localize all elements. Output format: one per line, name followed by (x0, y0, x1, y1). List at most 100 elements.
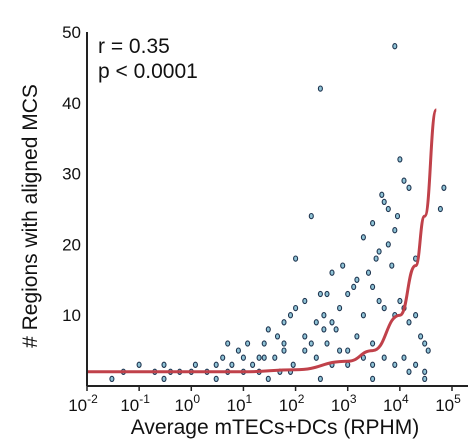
data-point (422, 368, 428, 375)
data-point (381, 354, 387, 361)
x-axis-title: Average mTECs+DCs (RPHM) (131, 416, 419, 439)
x-tick-labels: 10-2 10-1 100 101 102 103 104 105 (68, 386, 461, 415)
data-point (379, 191, 385, 198)
data-point (317, 290, 323, 298)
data-point (360, 312, 366, 319)
x-tick-label: 104 (383, 392, 409, 415)
data-point (370, 220, 376, 227)
data-point (308, 340, 314, 347)
data-point (406, 368, 412, 375)
y-axis-title: # Regions with aligned MCS (19, 84, 42, 348)
data-point (321, 312, 327, 319)
x-tick-label: 102 (279, 392, 305, 415)
data-point (441, 184, 447, 191)
data-point (345, 361, 351, 368)
data-point (161, 361, 167, 368)
y-tick-label: 20 (62, 235, 81, 254)
data-point (324, 290, 330, 298)
data-point (373, 255, 379, 262)
y-tick-label: 40 (62, 94, 81, 113)
data-point (337, 347, 343, 354)
data-point (340, 262, 346, 269)
data-point (370, 340, 376, 347)
data-point (287, 312, 294, 319)
data-point (365, 269, 372, 276)
data-point (385, 205, 391, 213)
x-tick-label: 101 (227, 392, 253, 415)
data-point (302, 333, 308, 340)
data-point (240, 354, 246, 361)
data-point (376, 297, 382, 305)
data-point (437, 205, 443, 213)
data-point (321, 326, 327, 333)
data-point (333, 326, 339, 333)
data-point (161, 375, 167, 383)
data-point (261, 340, 267, 347)
data-point (401, 177, 407, 184)
data-point (389, 262, 395, 269)
data-point (245, 340, 251, 347)
data-point (302, 297, 308, 305)
data-point (290, 361, 296, 368)
data-point (401, 354, 407, 361)
data-point (406, 319, 412, 326)
data-point (265, 375, 271, 383)
data-point (370, 375, 376, 383)
data-point (360, 234, 366, 241)
data-point (225, 340, 231, 347)
data-point (317, 375, 323, 383)
data-point (345, 347, 351, 354)
data-point (272, 354, 278, 361)
data-point (392, 227, 398, 234)
fit-line (86, 108, 438, 374)
data-points-layer (109, 43, 447, 383)
data-point (265, 326, 271, 333)
data-point (313, 354, 319, 361)
data-point (337, 304, 343, 312)
data-point (354, 276, 360, 283)
data-point (351, 283, 357, 291)
data-point (317, 85, 323, 92)
data-point (354, 333, 360, 340)
data-point (370, 283, 376, 291)
data-point (397, 297, 403, 305)
data-point (418, 333, 424, 340)
data-point (329, 319, 335, 326)
data-point (261, 354, 267, 361)
data-point (392, 43, 398, 50)
x-tick-label: 10-1 (120, 392, 150, 415)
data-point (394, 212, 401, 220)
data-point (281, 319, 287, 326)
data-point (281, 340, 287, 347)
data-point (213, 375, 219, 383)
data-point (220, 354, 226, 361)
data-point (324, 340, 330, 347)
data-point (293, 255, 299, 262)
data-point (425, 347, 431, 354)
data-point (229, 361, 235, 368)
data-point (385, 241, 391, 248)
data-point (256, 354, 262, 361)
stat-r: r = 0.35 (98, 35, 170, 58)
y-tick-labels: 10 20 30 40 50 (62, 23, 81, 325)
data-point (406, 184, 412, 191)
data-point (213, 361, 219, 368)
data-point (281, 347, 287, 354)
data-point (381, 304, 387, 312)
stat-p: p < 0.0001 (98, 60, 198, 83)
data-point (308, 212, 314, 220)
y-tick-label: 50 (62, 23, 81, 42)
data-point (293, 304, 299, 312)
x-tick-label: 105 (435, 392, 461, 415)
x-tick-label: 100 (174, 392, 200, 415)
data-point (329, 269, 335, 276)
data-point (381, 198, 387, 206)
data-point (235, 347, 241, 354)
data-point (274, 333, 281, 340)
data-point (302, 347, 308, 354)
y-tick-label: 30 (62, 165, 81, 184)
data-point (392, 361, 398, 368)
data-point (136, 361, 142, 368)
data-point (397, 156, 403, 163)
